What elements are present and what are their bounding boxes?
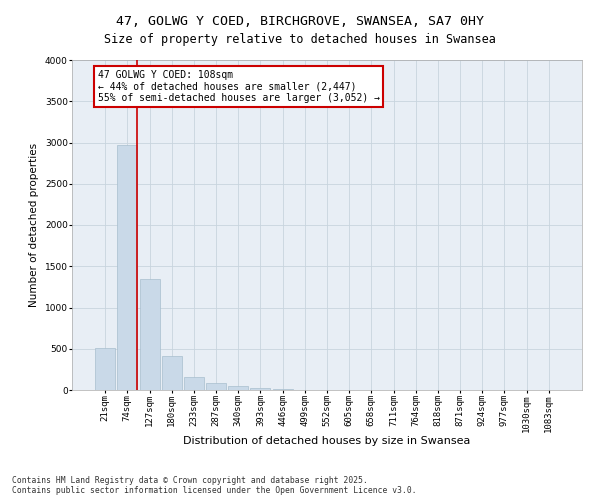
- Text: Size of property relative to detached houses in Swansea: Size of property relative to detached ho…: [104, 32, 496, 46]
- Text: Contains HM Land Registry data © Crown copyright and database right 2025.
Contai: Contains HM Land Registry data © Crown c…: [12, 476, 416, 495]
- Bar: [140, 278, 160, 390]
- Bar: [162, 356, 182, 390]
- Bar: [272, 388, 293, 390]
- Text: 47, GOLWG Y COED, BIRCHGROVE, SWANSEA, SA7 0HY: 47, GOLWG Y COED, BIRCHGROVE, SWANSEA, S…: [116, 15, 484, 28]
- Bar: [250, 388, 271, 390]
- Bar: [206, 384, 226, 390]
- Y-axis label: Number of detached properties: Number of detached properties: [29, 143, 39, 307]
- Bar: [95, 348, 115, 390]
- Bar: [118, 145, 137, 390]
- Bar: [184, 377, 204, 390]
- Bar: [228, 386, 248, 390]
- X-axis label: Distribution of detached houses by size in Swansea: Distribution of detached houses by size …: [184, 436, 470, 446]
- Text: 47 GOLWG Y COED: 108sqm
← 44% of detached houses are smaller (2,447)
55% of semi: 47 GOLWG Y COED: 108sqm ← 44% of detache…: [97, 70, 380, 103]
